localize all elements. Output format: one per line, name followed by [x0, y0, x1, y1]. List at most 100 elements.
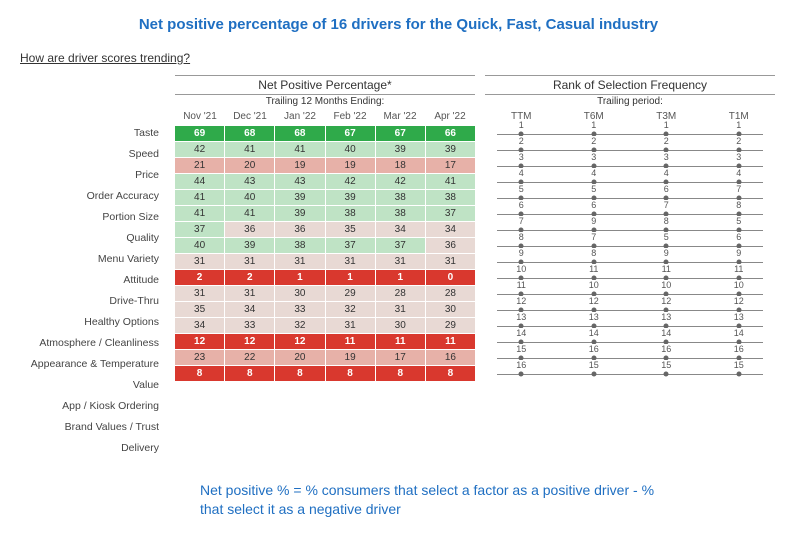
rank-point: 15	[630, 369, 703, 379]
driver-label: Delivery	[20, 438, 165, 459]
value-cell: 30	[275, 286, 324, 301]
value-cell: 17	[426, 158, 475, 173]
driver-label: Quality	[20, 228, 165, 249]
value-cell: 30	[426, 302, 475, 317]
value-cell: 2	[175, 270, 224, 285]
value-cell: 12	[225, 334, 274, 349]
driver-label: Atmosphere / Cleanliness	[20, 333, 165, 354]
value-cell: 8	[326, 366, 375, 381]
value-cell: 39	[275, 190, 324, 205]
rank-row: 6678	[485, 206, 775, 221]
value-cell: 68	[275, 126, 324, 141]
value-cell: 8	[426, 366, 475, 381]
value-cell: 32	[326, 302, 375, 317]
value-cell: 31	[326, 318, 375, 333]
driver-label: Order Accuracy	[20, 186, 165, 207]
value-cell: 8	[376, 366, 425, 381]
value-cell: 31	[426, 254, 475, 269]
value-cell: 44	[175, 174, 224, 189]
value-cell: 34	[225, 302, 274, 317]
rank-row: 1111	[485, 126, 775, 141]
column-header: Feb '22	[325, 111, 375, 122]
subtitle: How are driver scores trending?	[20, 51, 777, 65]
rank-row: 10111111	[485, 270, 775, 285]
npp-header: Net Positive Percentage*	[175, 75, 475, 95]
value-cell: 41	[426, 174, 475, 189]
value-cell: 38	[376, 190, 425, 205]
table-row: 313131313131	[175, 254, 475, 269]
column-header: Apr '22	[425, 111, 475, 122]
value-cell: 38	[426, 190, 475, 205]
rank-row: 9899	[485, 254, 775, 269]
rank-row: 11101010	[485, 286, 775, 301]
value-cell: 41	[175, 190, 224, 205]
value-cell: 1	[376, 270, 425, 285]
value-cell: 31	[376, 254, 425, 269]
table-row: 696868676766	[175, 126, 475, 141]
driver-label: Price	[20, 165, 165, 186]
value-cell: 43	[225, 174, 274, 189]
value-cell: 31	[175, 286, 224, 301]
table-row: 353433323130	[175, 302, 475, 317]
rank-point: 15	[558, 369, 631, 379]
value-cell: 33	[225, 318, 274, 333]
table-row: 414039393838	[175, 190, 475, 205]
value-cell: 37	[326, 238, 375, 253]
value-cell: 31	[225, 286, 274, 301]
value-cell: 31	[175, 254, 224, 269]
value-cell: 40	[175, 238, 224, 253]
column-header: Mar '22	[375, 111, 425, 122]
value-cell: 36	[225, 222, 274, 237]
value-cell: 11	[376, 334, 425, 349]
value-cell: 69	[175, 126, 224, 141]
value-cell: 28	[426, 286, 475, 301]
value-cell: 35	[175, 302, 224, 317]
value-cell: 19	[326, 158, 375, 173]
driver-label: Drive-Thru	[20, 291, 165, 312]
driver-label: Brand Values / Trust	[20, 417, 165, 438]
rank-row: 2222	[485, 142, 775, 157]
rank-point: 16	[485, 369, 558, 379]
value-cell: 35	[326, 222, 375, 237]
driver-label: Healthy Options	[20, 312, 165, 333]
rank-section: Rank of Selection Frequency Trailing per…	[485, 75, 775, 459]
value-cell: 20	[225, 158, 274, 173]
value-cell: 42	[175, 142, 224, 157]
table-row: 403938373736	[175, 238, 475, 253]
value-cell: 67	[376, 126, 425, 141]
value-cell: 67	[326, 126, 375, 141]
value-cell: 20	[275, 350, 324, 365]
driver-label: Taste	[20, 123, 165, 144]
column-header: Nov '21	[175, 111, 225, 122]
rank-row: 12121212	[485, 302, 775, 317]
table-row: 414139383837	[175, 206, 475, 221]
value-cell: 34	[376, 222, 425, 237]
rank-subheader: Trailing period:	[485, 95, 775, 108]
value-cell: 30	[376, 318, 425, 333]
value-cell: 19	[275, 158, 324, 173]
value-cell: 31	[275, 254, 324, 269]
value-cell: 39	[225, 238, 274, 253]
value-cell: 39	[326, 190, 375, 205]
table-row: 232220191716	[175, 350, 475, 365]
table-row: 888888	[175, 366, 475, 381]
value-cell: 31	[225, 254, 274, 269]
value-cell: 1	[275, 270, 324, 285]
value-cell: 37	[426, 206, 475, 221]
value-cell: 38	[275, 238, 324, 253]
value-cell: 8	[175, 366, 224, 381]
value-cell: 0	[426, 270, 475, 285]
value-cell: 43	[275, 174, 324, 189]
value-cell: 34	[175, 318, 224, 333]
value-cell: 41	[175, 206, 224, 221]
value-cell: 31	[376, 302, 425, 317]
value-cell: 66	[426, 126, 475, 141]
value-cell: 11	[426, 334, 475, 349]
table-row: 212019191817	[175, 158, 475, 173]
table-row: 444343424241	[175, 174, 475, 189]
npp-subheader: Trailing 12 Months Ending:	[175, 95, 475, 108]
value-cell: 36	[275, 222, 324, 237]
value-cell: 16	[426, 350, 475, 365]
page-title: Net positive percentage of 16 drivers fo…	[20, 16, 777, 33]
table-row: 313130292828	[175, 286, 475, 301]
